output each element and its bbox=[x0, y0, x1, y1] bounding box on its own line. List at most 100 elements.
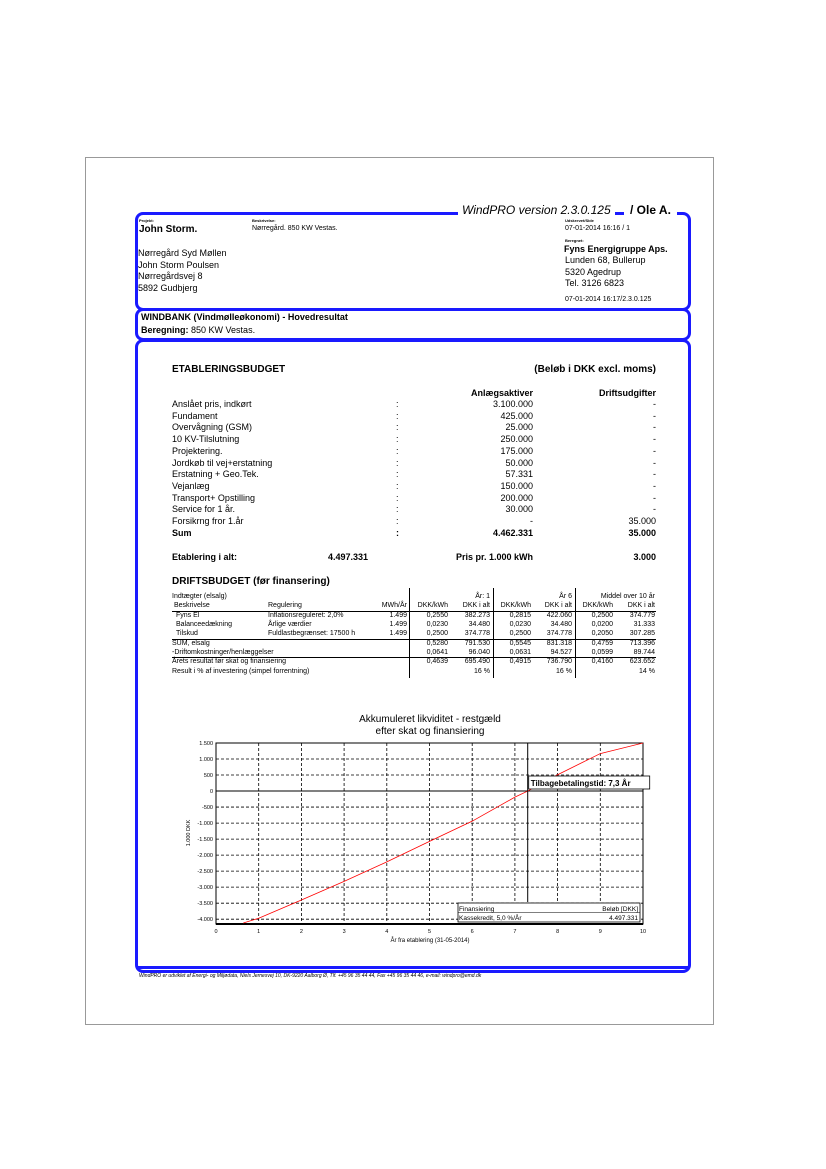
x-tick-label: 3 bbox=[343, 929, 346, 935]
budget-item: Anslået pris, indkørt bbox=[172, 399, 252, 409]
income-cell: Inflationsreguleret: 2,0% bbox=[268, 612, 344, 619]
printed: 07-01-2014 16:16 / 1 bbox=[565, 225, 630, 232]
budget-item: 10 KV-Tilslutning bbox=[172, 434, 240, 445]
description-label: Beskrivelse: bbox=[252, 218, 276, 223]
total-cell: Result i % af investering (simpel forren… bbox=[172, 667, 310, 675]
printed-label: Udskrevet/Side bbox=[565, 218, 594, 223]
period-header: År: 1 bbox=[475, 593, 490, 600]
column-header: DKK/kWh bbox=[582, 602, 613, 609]
total-cell: Årets resultat før skat og finansiering bbox=[172, 658, 286, 666]
chart-subtitle: efter skat og finansiering bbox=[376, 726, 485, 737]
income-label: Indtægter (elsalg) bbox=[172, 593, 227, 600]
total-cell: 0,0641 bbox=[426, 649, 448, 657]
separator-colon: : bbox=[396, 457, 399, 468]
income-cell: Fyns El bbox=[176, 612, 200, 619]
total-cell: 16 % bbox=[474, 667, 490, 675]
column-header: Beskrivelse bbox=[174, 602, 210, 609]
description: Nørregård. 850 KW Vestas. bbox=[252, 225, 338, 232]
total-cell: 695.490 bbox=[464, 658, 490, 666]
budget-item: Vejanlæg bbox=[172, 480, 210, 491]
price-value: 3.000 bbox=[633, 552, 656, 562]
x-tick-label: 10 bbox=[640, 929, 646, 935]
separator-colon: : bbox=[396, 504, 399, 515]
payback-label: Tilbagebetalingstid: 7,3 År bbox=[531, 779, 631, 788]
etablering-title: ETABLERINGSBUDGET bbox=[172, 364, 286, 375]
y-tick-label: -4.000 bbox=[197, 917, 213, 923]
chart-title: Akkumuleret likviditet - restgæld bbox=[359, 714, 501, 725]
project-label: Projekt: bbox=[139, 218, 154, 223]
budget-drift: 35.000 bbox=[628, 527, 656, 538]
separator-colon: : bbox=[396, 469, 399, 480]
budget-item: Forsikrng fror 1.år bbox=[172, 516, 244, 526]
x-tick-label: 9 bbox=[599, 929, 602, 935]
budget-item: Sum bbox=[172, 527, 192, 538]
budget-item: Overvågning (GSM) bbox=[172, 422, 253, 433]
period-header: År 6 bbox=[559, 593, 572, 600]
total-cell: 16 % bbox=[556, 667, 572, 675]
budget-item: Service for 1 år. bbox=[172, 504, 236, 515]
table-rule bbox=[493, 588, 494, 678]
column-header: MWh/År bbox=[381, 602, 407, 609]
total-cell: 0,0599 bbox=[591, 649, 613, 657]
y-tick-label: -2.500 bbox=[197, 869, 213, 875]
budget-anlaeg: - bbox=[530, 516, 533, 526]
budget-drift: - bbox=[653, 410, 656, 421]
main-box bbox=[135, 339, 691, 973]
period-header: Middel over 10 år bbox=[600, 593, 655, 600]
table-rule bbox=[172, 639, 656, 640]
y-tick-label: 1.500 bbox=[199, 741, 213, 747]
total-cell: 96.040 bbox=[468, 649, 490, 657]
budget-anlaeg: 250.000 bbox=[500, 434, 533, 445]
y-axis-label: 1.000 DKK bbox=[186, 819, 192, 846]
user: / Ole A. bbox=[624, 203, 677, 217]
budget-anlaeg: 200.000 bbox=[500, 492, 533, 503]
separator-colon: : bbox=[396, 492, 399, 503]
table-rule bbox=[409, 588, 410, 678]
budget-anlaeg: 3.100.000 bbox=[492, 399, 533, 409]
budget-item: Erstatning + Geo.Tek. bbox=[172, 469, 259, 480]
budget-anlaeg: 30.000 bbox=[505, 504, 533, 515]
x-axis-label: År fra etablering (31-05-2014) bbox=[390, 937, 469, 944]
income-cell: 0,0230 bbox=[509, 621, 531, 629]
separator-colon: : bbox=[396, 410, 399, 421]
column-header: DKK i alt bbox=[462, 602, 490, 609]
income-cell: 307.285 bbox=[629, 630, 655, 638]
amount-note: (Beløb i DKK excl. moms) bbox=[534, 364, 656, 375]
x-tick-label: 1 bbox=[257, 929, 260, 935]
calculated-by-label: Beregnet: bbox=[565, 238, 584, 243]
separator-colon: : bbox=[396, 422, 399, 433]
y-tick-label: 0 bbox=[210, 789, 213, 795]
income-cell: Tilskud bbox=[176, 630, 198, 638]
income-cell: 1.499 bbox=[389, 621, 407, 629]
page-frame bbox=[85, 157, 714, 1025]
income-cell: 374.779 bbox=[629, 612, 655, 619]
budget-anlaeg: 25.000 bbox=[505, 422, 533, 433]
budget-item: Fundament bbox=[172, 410, 218, 421]
budget-anlaeg: 4.462.331 bbox=[492, 527, 533, 538]
budget-drift: - bbox=[653, 469, 656, 480]
price-label: Pris pr. 1.000 kWh bbox=[455, 552, 533, 562]
report-title: WINDBANK (Vindmølleøkonomi) - Hovedresul… bbox=[141, 312, 348, 322]
separator-colon: : bbox=[396, 516, 399, 526]
income-cell: 34.480 bbox=[468, 621, 490, 629]
calc-label: Beregning: bbox=[141, 325, 189, 335]
income-cell: 0,0230 bbox=[426, 621, 448, 629]
total-cell: 89.744 bbox=[633, 649, 655, 657]
y-tick-label: -500 bbox=[202, 805, 213, 811]
total-cell: 94.527 bbox=[550, 649, 572, 657]
income-cell: 0,2500 bbox=[509, 630, 531, 638]
budget-drift: - bbox=[653, 445, 656, 456]
total-cell: SUM, elsalg bbox=[172, 640, 210, 647]
x-tick-label: 0 bbox=[214, 929, 217, 935]
total-cell: 0,4915 bbox=[509, 658, 531, 666]
company: Fyns Energigruppe Aps. bbox=[564, 244, 668, 254]
total-label: Etablering i alt: bbox=[172, 552, 238, 562]
budget-drift: - bbox=[653, 399, 656, 409]
separator-colon: : bbox=[396, 445, 399, 456]
income-cell: 374.778 bbox=[464, 630, 490, 638]
budget-drift: - bbox=[653, 492, 656, 503]
income-cell: 34.480 bbox=[550, 621, 572, 629]
income-cell: 0,2050 bbox=[591, 630, 613, 638]
budget-drift: - bbox=[653, 504, 656, 515]
